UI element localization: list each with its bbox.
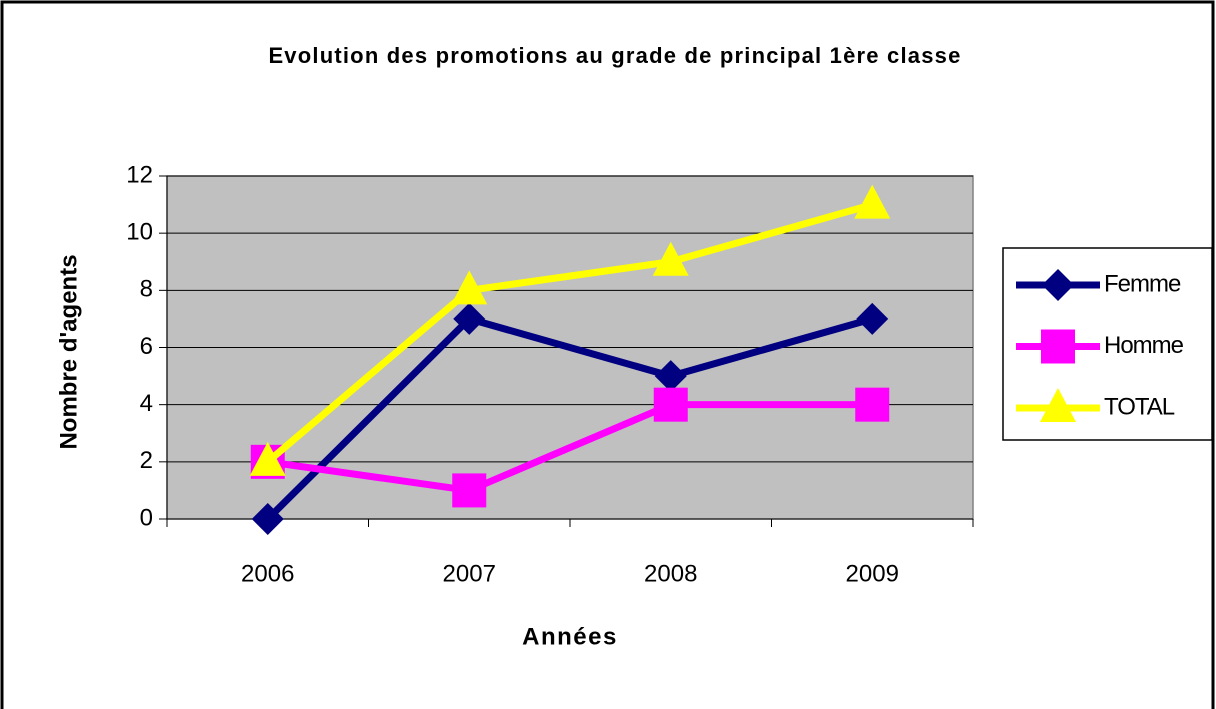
marker-diamond <box>856 302 889 335</box>
legend-label: Femme <box>1104 270 1181 297</box>
marker-triangle <box>1040 388 1076 422</box>
marker-triangle <box>451 270 488 305</box>
y-tick-label: 8 <box>140 276 153 303</box>
y-tick-label: 10 <box>126 219 153 246</box>
marker-triangle <box>249 441 286 476</box>
y-tick-label: 12 <box>126 161 153 188</box>
marker-triangle <box>652 241 689 276</box>
y-tick-label: 0 <box>140 504 153 531</box>
marker-triangle <box>854 184 891 219</box>
series-line <box>267 401 873 494</box>
y-tick-label: 4 <box>140 390 153 417</box>
x-tick-label: 2007 <box>443 560 496 587</box>
series-line <box>265 201 874 465</box>
legend-label: Homme <box>1104 332 1184 359</box>
marker-square <box>855 387 890 422</box>
marker-diamond <box>1042 269 1074 301</box>
marker-diamond <box>453 302 486 335</box>
y-tick-label: 2 <box>140 447 153 474</box>
y-tick-label: 6 <box>140 333 153 360</box>
legend-label: TOTAL <box>1104 393 1175 420</box>
x-tick-label: 2009 <box>846 560 899 587</box>
x-axis-label: Années <box>522 623 618 650</box>
marker-square <box>452 473 487 508</box>
chart-title: Evolution des promotions au grade de pri… <box>268 43 961 68</box>
series-line <box>265 315 874 522</box>
y-axis-label: Nombre d'agents <box>55 254 82 449</box>
marker-diamond <box>654 360 687 393</box>
x-tick-label: 2008 <box>644 560 697 587</box>
marker-diamond <box>251 503 284 535</box>
marker-square <box>653 387 688 422</box>
marker-square <box>1041 329 1075 364</box>
x-tick-label: 2006 <box>241 560 294 587</box>
